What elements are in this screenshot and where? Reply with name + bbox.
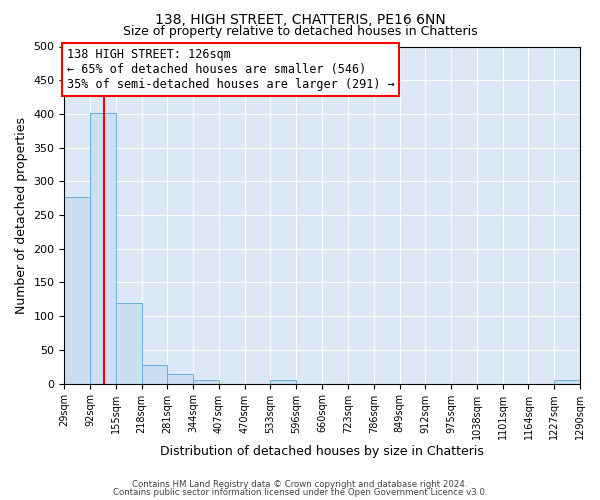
- X-axis label: Distribution of detached houses by size in Chatteris: Distribution of detached houses by size …: [160, 444, 484, 458]
- Text: 138 HIGH STREET: 126sqm
← 65% of detached houses are smaller (546)
35% of semi-d: 138 HIGH STREET: 126sqm ← 65% of detache…: [67, 48, 395, 91]
- Bar: [167, 374, 193, 384]
- Text: 138, HIGH STREET, CHATTERIS, PE16 6NN: 138, HIGH STREET, CHATTERIS, PE16 6NN: [155, 12, 445, 26]
- Text: Contains public sector information licensed under the Open Government Licence v3: Contains public sector information licen…: [113, 488, 487, 497]
- Bar: [116, 302, 142, 384]
- Bar: [271, 380, 296, 384]
- Text: Size of property relative to detached houses in Chatteris: Size of property relative to detached ho…: [122, 25, 478, 38]
- Bar: [193, 380, 219, 384]
- Text: Contains HM Land Registry data © Crown copyright and database right 2024.: Contains HM Land Registry data © Crown c…: [132, 480, 468, 489]
- Bar: [142, 366, 167, 384]
- Bar: [64, 197, 90, 384]
- Bar: [90, 113, 116, 384]
- Y-axis label: Number of detached properties: Number of detached properties: [15, 116, 28, 314]
- Bar: [554, 380, 580, 384]
